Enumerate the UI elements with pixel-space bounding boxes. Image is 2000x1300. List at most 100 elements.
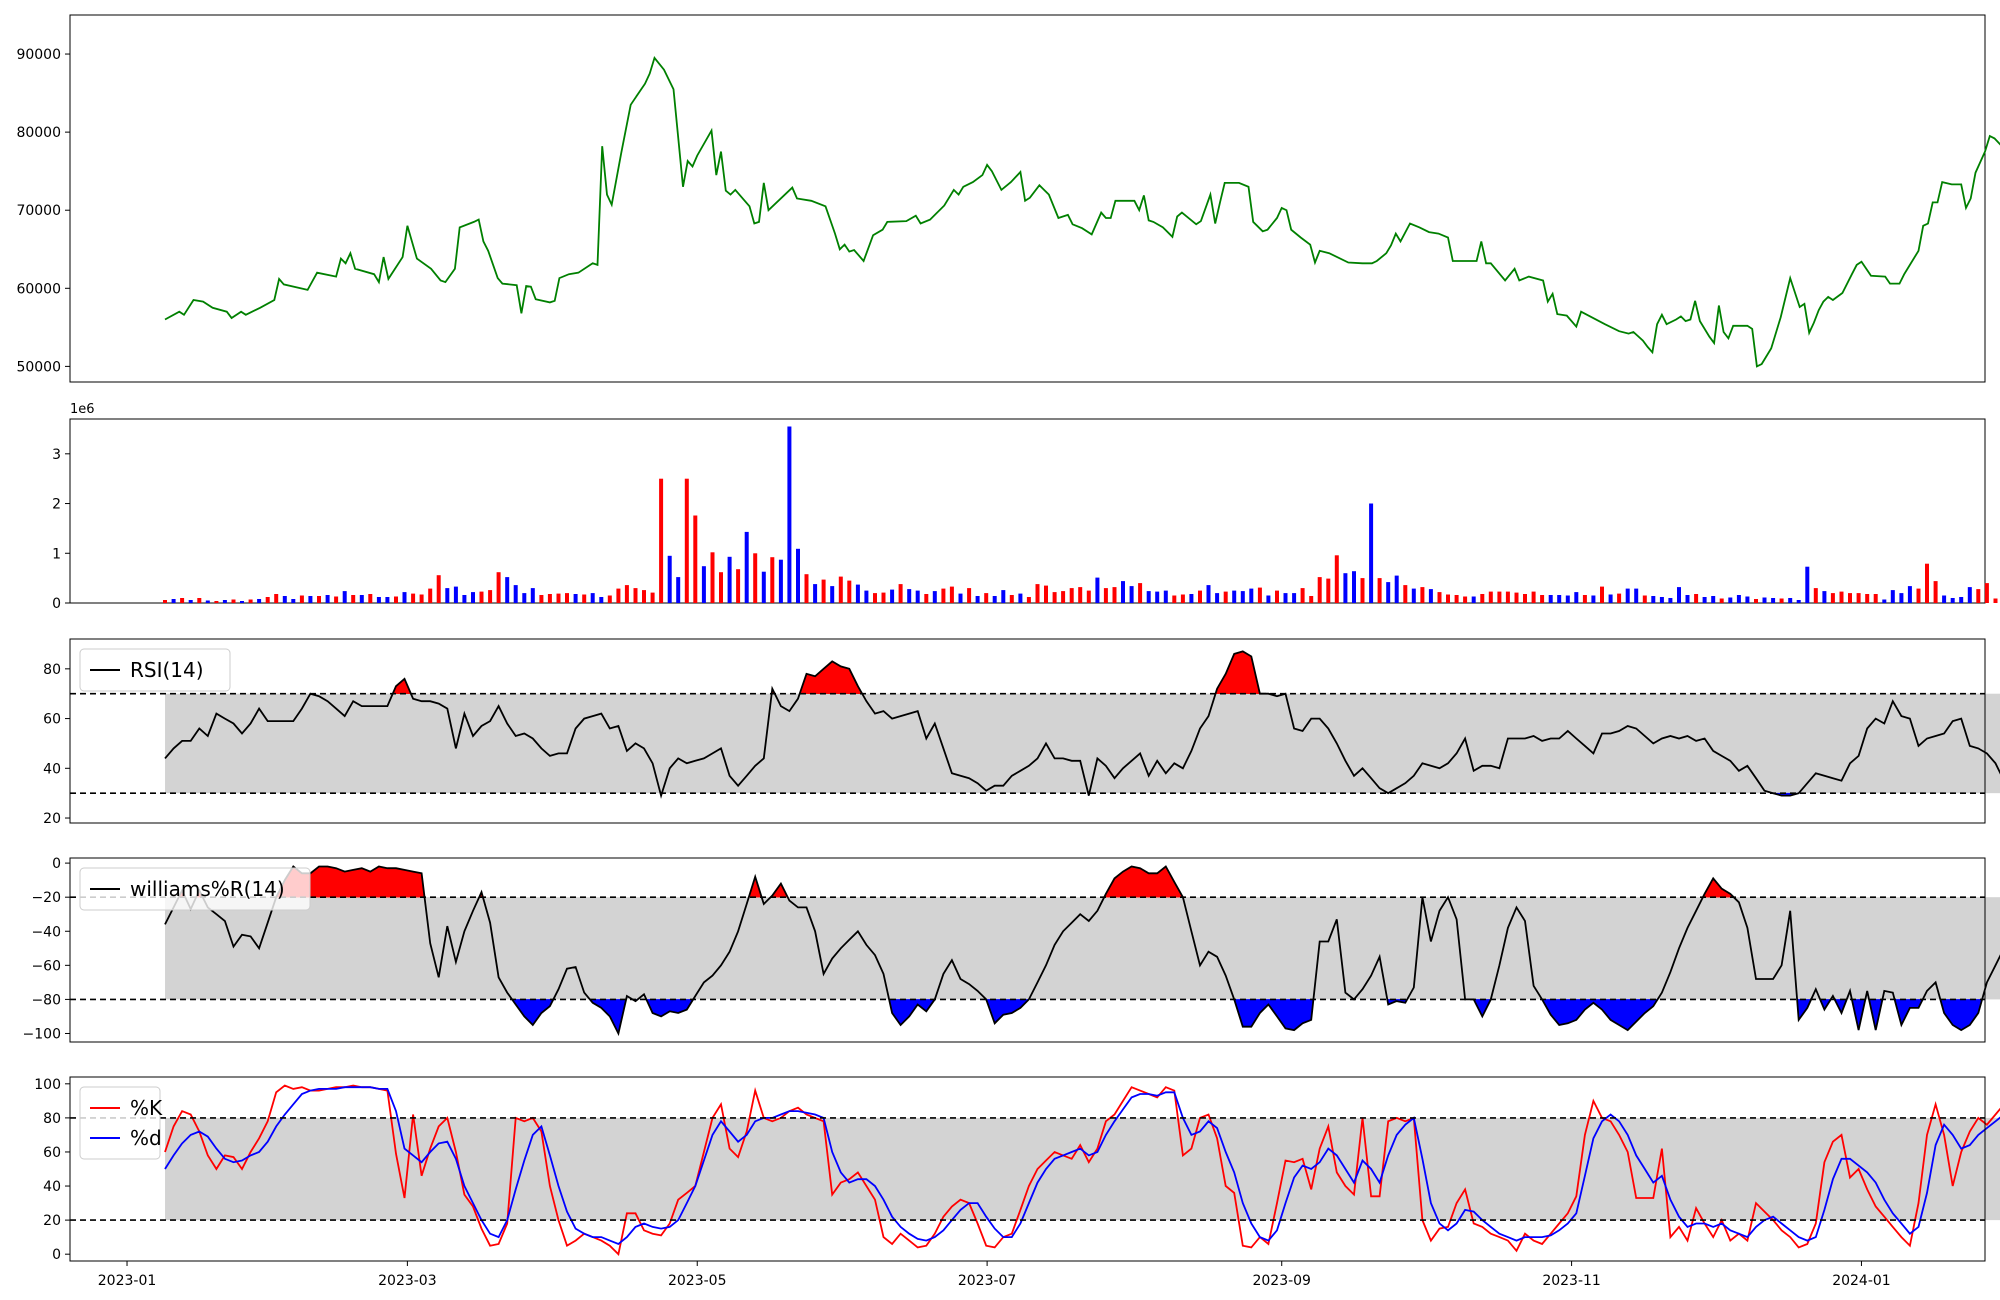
volume-bar [402,592,407,603]
volume-bar [1343,573,1348,603]
volume-bar [1839,591,1844,603]
volume-bar [1428,589,1433,603]
volume-bar [1215,593,1220,603]
volume-bar [881,592,886,603]
volume-bar [855,584,860,603]
volume-bar [1565,595,1570,603]
volume-bar [1300,588,1305,603]
volume-bar [1668,598,1673,603]
volume-bar [1848,593,1852,603]
volume-bar [1420,587,1425,603]
rsi-neutral-band [165,693,2000,794]
volume-bar [753,553,758,603]
volume-bar [924,594,929,603]
volume-bar [821,579,826,603]
volume-bar [385,597,390,603]
volume-bar [317,596,321,603]
volume-bar [565,593,569,603]
williams-legend-label: williams%R(14) [130,877,285,901]
volume-bar [633,588,638,603]
stochastic-ytick-label: 80 [43,1111,61,1127]
volume-bar [1736,595,1741,603]
volume-bar [394,596,398,603]
volume-bar [736,569,741,603]
volume-bar [325,595,330,603]
volume-bar [359,595,364,603]
price-ytick-label: 80000 [16,125,61,141]
volume-bar [453,586,458,603]
volume-ytick-label: 3 [52,447,61,463]
volume-bar [1899,593,1904,603]
date-tick-label: 2023-01 [98,1273,157,1289]
volume-bar [1146,591,1151,603]
rsi-ytick-label: 40 [43,761,61,777]
williams-plot-frame [69,857,1986,1043]
volume-bar [308,596,313,603]
volume-bar [445,588,450,603]
price-ytick-label: 60000 [16,281,61,297]
volume-bar [411,593,416,603]
volume-bar [1591,595,1596,603]
volume-bar [813,584,818,603]
volume-bar [1257,587,1262,603]
volume-bar [1505,591,1510,603]
volume-bar [1044,585,1048,603]
volume-bar [1138,583,1143,603]
volume-bar [436,575,441,603]
volume-bar [1026,597,1031,603]
stochastic-legend-label: %K [130,1096,163,1120]
volume-bar [1762,597,1767,603]
volume-bar [1163,590,1168,603]
volume-bar [1309,596,1314,603]
volume-bar [1078,587,1083,603]
volume-bar [958,593,963,603]
volume-bar [1129,586,1134,603]
volume-bar [1189,594,1194,603]
volume-bar [205,600,210,603]
volume-bar [462,595,467,603]
volume-bar [1223,591,1228,603]
volume-bar [1497,591,1502,603]
volume-bar [163,600,167,603]
volume-bar [1694,594,1699,603]
volume-bar [693,515,698,603]
volume-bar [1745,596,1750,603]
volume-bar [299,595,304,603]
stochastic-series-d [164,1086,2000,1246]
volume-bar [1582,595,1587,603]
rsi-plot-frame [69,638,1986,824]
williams-ytick-label: 0 [52,856,61,872]
volume-bar [873,593,877,603]
volume-bar [1411,588,1416,603]
volume-bar [1326,578,1331,603]
stochastic-legend-box [79,1086,161,1160]
volume-bar [1702,597,1707,603]
volume-bar [1651,596,1656,603]
date-tick-label: 2023-07 [958,1273,1017,1289]
volume-bar [701,566,706,603]
volume-bar [214,601,219,603]
volume-bar [830,586,835,603]
volume-bar [1719,598,1724,603]
volume-bar [770,557,775,603]
volume-bar [1950,598,1955,603]
volume-bar [428,588,433,603]
volume-bar [505,577,510,603]
volume-bar [1993,598,1998,603]
volume-bar [1514,592,1519,603]
williams-neutral-band [165,897,2000,1000]
volume-bar [1360,578,1365,603]
rsi-line [164,650,2000,799]
volume-bar [1052,592,1057,603]
stochastic-plot-frame [69,1076,1986,1262]
rsi-ytick-label: 20 [43,811,61,827]
rsi-legend: RSI(14) [79,648,231,692]
volume-bar [376,597,381,603]
volume-ytick-label: 0 [52,596,61,612]
volume-bar [513,585,518,603]
volume-ytick-label: 1 [52,546,61,562]
volume-bar [530,588,535,603]
volume-bar [1728,597,1733,603]
volume-bar [1035,584,1040,603]
volume-bar [1266,595,1271,603]
